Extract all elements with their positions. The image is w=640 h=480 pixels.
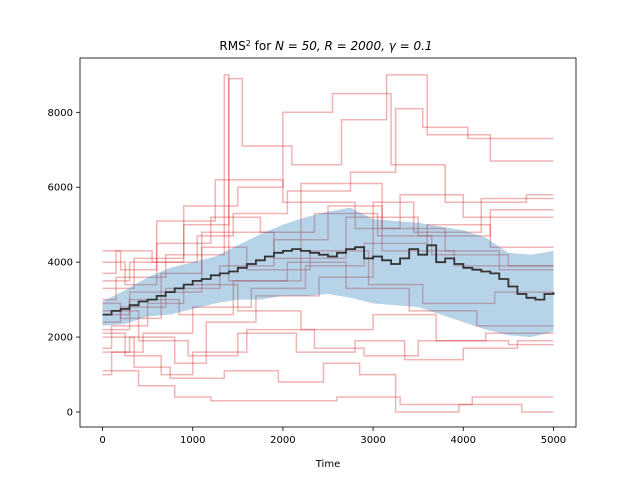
plot-frame [79, 57, 577, 428]
y-axis: 0 2000 4000 6000 8000 [48, 108, 80, 419]
plot-area [102, 74, 555, 413]
x-tick-label: 5000 [541, 435, 566, 446]
run-line-3 [102, 179, 554, 271]
std-band [102, 207, 554, 338]
mean-line [102, 244, 555, 316]
y-tick-label: 0 [67, 408, 73, 419]
x-tick-label: 0 [99, 435, 105, 446]
y-tick-label: 6000 [48, 183, 73, 194]
run-line-8 [102, 205, 554, 323]
x-tick-label: 4000 [451, 435, 476, 446]
x-tick-label: 3000 [360, 435, 385, 446]
run-line-14 [102, 212, 554, 286]
run-line-5 [102, 370, 554, 406]
run-line-12 [102, 246, 554, 320]
run-line-9 [102, 197, 554, 365]
run-line-11 [102, 336, 554, 413]
run-line-1 [102, 208, 554, 316]
run-line-17 [102, 92, 554, 282]
chart-title: RMS2 for N = 50, R = 2000, γ = 0.1 [219, 39, 432, 54]
run-line-7 [102, 74, 554, 290]
run-line-10 [102, 107, 554, 275]
x-axis-label: Time [315, 459, 340, 470]
x-tick-label: 1000 [180, 435, 205, 446]
y-tick-label: 4000 [48, 258, 73, 269]
y-tick-label: 8000 [48, 108, 73, 119]
y-tick-label: 2000 [48, 333, 73, 344]
x-axis: 0 1000 2000 3000 4000 5000 [99, 427, 566, 446]
x-tick-label: 2000 [270, 435, 295, 446]
run-line-15 [102, 310, 554, 361]
run-line-6 [102, 328, 554, 376]
run-line-4 [102, 283, 554, 350]
run-line-16 [102, 223, 554, 376]
